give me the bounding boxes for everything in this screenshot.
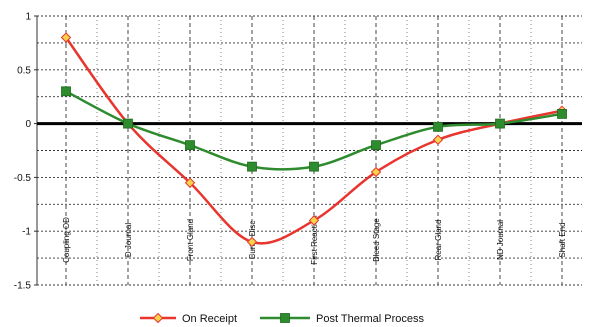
grid — [37, 15, 582, 286]
data-point — [247, 161, 257, 172]
series-line — [64, 36, 563, 245]
x-category-label: First Reaction — [310, 215, 319, 264]
legend-item: On Receipt — [140, 312, 237, 325]
data-point — [495, 118, 505, 129]
data-point — [246, 236, 258, 248]
data-point — [433, 121, 443, 132]
series-group — [60, 32, 568, 248]
y-tick-label: -0.5 — [14, 173, 32, 184]
y-tick-label: 0 — [25, 119, 31, 130]
x-category-label: D Journal — [124, 223, 133, 257]
data-point — [557, 109, 567, 119]
x-category-label: Rear Gland — [434, 220, 443, 261]
y-axis-ticks: 1 0.5 0 -0.5 -1 -1.5 — [14, 12, 37, 292]
y-tick-label: 1 — [25, 12, 31, 23]
data-point — [432, 134, 444, 145]
legend-swatch-marker — [152, 312, 164, 324]
data-point — [60, 32, 72, 43]
series-on-receipt — [60, 32, 568, 248]
x-category-label: Bleed Stage — [372, 218, 381, 262]
y-tick-label: -1 — [22, 227, 31, 238]
series-post-thermal-process — [61, 86, 567, 172]
x-category-label: ND Journal — [496, 220, 505, 260]
legend-label: On Receipt — [182, 313, 237, 325]
data-point — [61, 86, 71, 97]
data-point — [185, 140, 195, 151]
data-point — [308, 215, 320, 226]
legend-swatch-marker — [280, 313, 290, 323]
data-point — [309, 161, 319, 172]
y-tick-label: 0.5 — [17, 65, 31, 76]
legend: On Receipt Post Thermal Process — [140, 312, 425, 325]
legend-label: Post Thermal Process — [316, 313, 425, 325]
x-category-label: Front Gland — [186, 219, 195, 261]
data-point — [123, 118, 133, 129]
data-point — [184, 177, 196, 188]
x-category-label: Shaft End — [558, 222, 567, 257]
data-point — [371, 140, 381, 151]
x-category-label: Coupling OD — [62, 217, 71, 263]
y-tick-label: -1.5 — [14, 281, 32, 292]
legend-item: Post Thermal Process — [260, 313, 425, 325]
data-point — [370, 166, 382, 178]
